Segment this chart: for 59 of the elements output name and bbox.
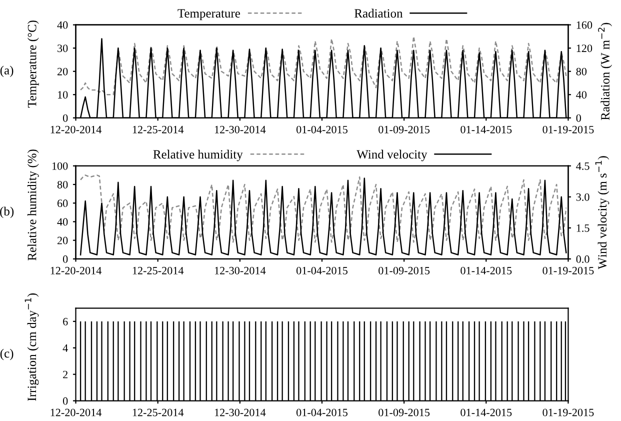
y-tick-label: 6 bbox=[63, 318, 68, 326]
x-tick-label: 01-14-2015 bbox=[460, 408, 512, 416]
x-tick-label: 12-25-2014 bbox=[132, 126, 184, 134]
x-tick-label: 01-04-2015 bbox=[296, 266, 348, 274]
x-tick-label: 01-19-2015 bbox=[542, 126, 594, 134]
x-tick-label: 12-30-2014 bbox=[214, 266, 266, 274]
y-tick-label: 0 bbox=[62, 114, 68, 122]
x-tick-label: 12-25-2014 bbox=[132, 408, 184, 416]
x-tick-label: 12-30-2014 bbox=[214, 126, 266, 134]
y-axis-title: Irrigation (cm day$^{−1}$) bbox=[24, 293, 39, 401]
y2-tick-label: 4.5 bbox=[576, 162, 590, 170]
x-tick-label: 01-14-2015 bbox=[460, 126, 512, 134]
line-series bbox=[80, 174, 567, 243]
y-tick-label: 40 bbox=[57, 21, 68, 29]
legend-label: Radiation bbox=[354, 8, 403, 18]
y-tick-label: 80 bbox=[57, 180, 68, 188]
text: (c) bbox=[0, 348, 14, 360]
x-tick-label: 01-04-2015 bbox=[296, 126, 348, 134]
line-series bbox=[80, 36, 567, 96]
x-tick-label: 12-25-2014 bbox=[132, 266, 184, 274]
x-tick-label: 12-20-2014 bbox=[50, 408, 102, 416]
y2-tick-label: 1.5 bbox=[576, 224, 590, 232]
y2-tick-label: 3.0 bbox=[576, 193, 590, 201]
y-tick-label: 40 bbox=[57, 218, 68, 226]
x-tick-label: 01-14-2015 bbox=[460, 266, 512, 274]
y-tick-label: 0 bbox=[62, 397, 68, 405]
y-axis-title: Relative humidity (%) bbox=[27, 150, 39, 260]
legend-label: Wind velocity bbox=[356, 150, 428, 162]
y-tick-label: 30 bbox=[58, 44, 68, 52]
x-tick-label: 01-04-2015 bbox=[296, 408, 348, 416]
y-tick-label: 20 bbox=[58, 236, 68, 244]
x-tick-label: 01-09-2015 bbox=[378, 266, 430, 274]
x-tick-label: 12-20-2014 bbox=[50, 266, 102, 274]
y-tick-label: 10 bbox=[58, 91, 68, 99]
y2-tick-label: 40 bbox=[576, 91, 587, 99]
y-tick-label: 100 bbox=[52, 162, 68, 170]
legend-label: Relative humidity bbox=[153, 150, 243, 162]
x-tick-label: 01-19-2015 bbox=[542, 408, 594, 416]
text: (a) bbox=[0, 66, 14, 78]
y2-tick-label: 0 bbox=[576, 114, 581, 122]
y-tick-label: 2 bbox=[63, 370, 68, 378]
y-tick-label: 20 bbox=[58, 68, 68, 76]
y2-tick-label: 160 bbox=[576, 21, 592, 29]
x-tick-label: 01-09-2015 bbox=[378, 126, 430, 134]
y2-tick-label: 120 bbox=[576, 44, 592, 52]
text: (b) bbox=[0, 206, 14, 218]
legend-label: Temperature bbox=[178, 9, 240, 20]
y2-tick-label: 80 bbox=[576, 68, 587, 76]
y-axis-title: Temperature (°C) bbox=[27, 20, 39, 108]
y2-tick-label: 0.0 bbox=[576, 255, 590, 263]
x-tick-label: 01-19-2015 bbox=[542, 266, 594, 274]
x-tick-label: 12-20-2014 bbox=[50, 126, 102, 134]
y-tick-label: 0 bbox=[62, 255, 68, 263]
x-tick-label: 12-30-2014 bbox=[214, 408, 266, 416]
y2-axis-title: Radiation (W m$^{−2}$) bbox=[598, 22, 612, 120]
y-tick-label: 60 bbox=[57, 200, 68, 208]
y2-axis-title: Wind velocity (m s$^{−1}$) bbox=[595, 156, 610, 270]
x-tick-label: 01-09-2015 bbox=[378, 408, 430, 416]
y-tick-label: 4 bbox=[62, 344, 68, 352]
